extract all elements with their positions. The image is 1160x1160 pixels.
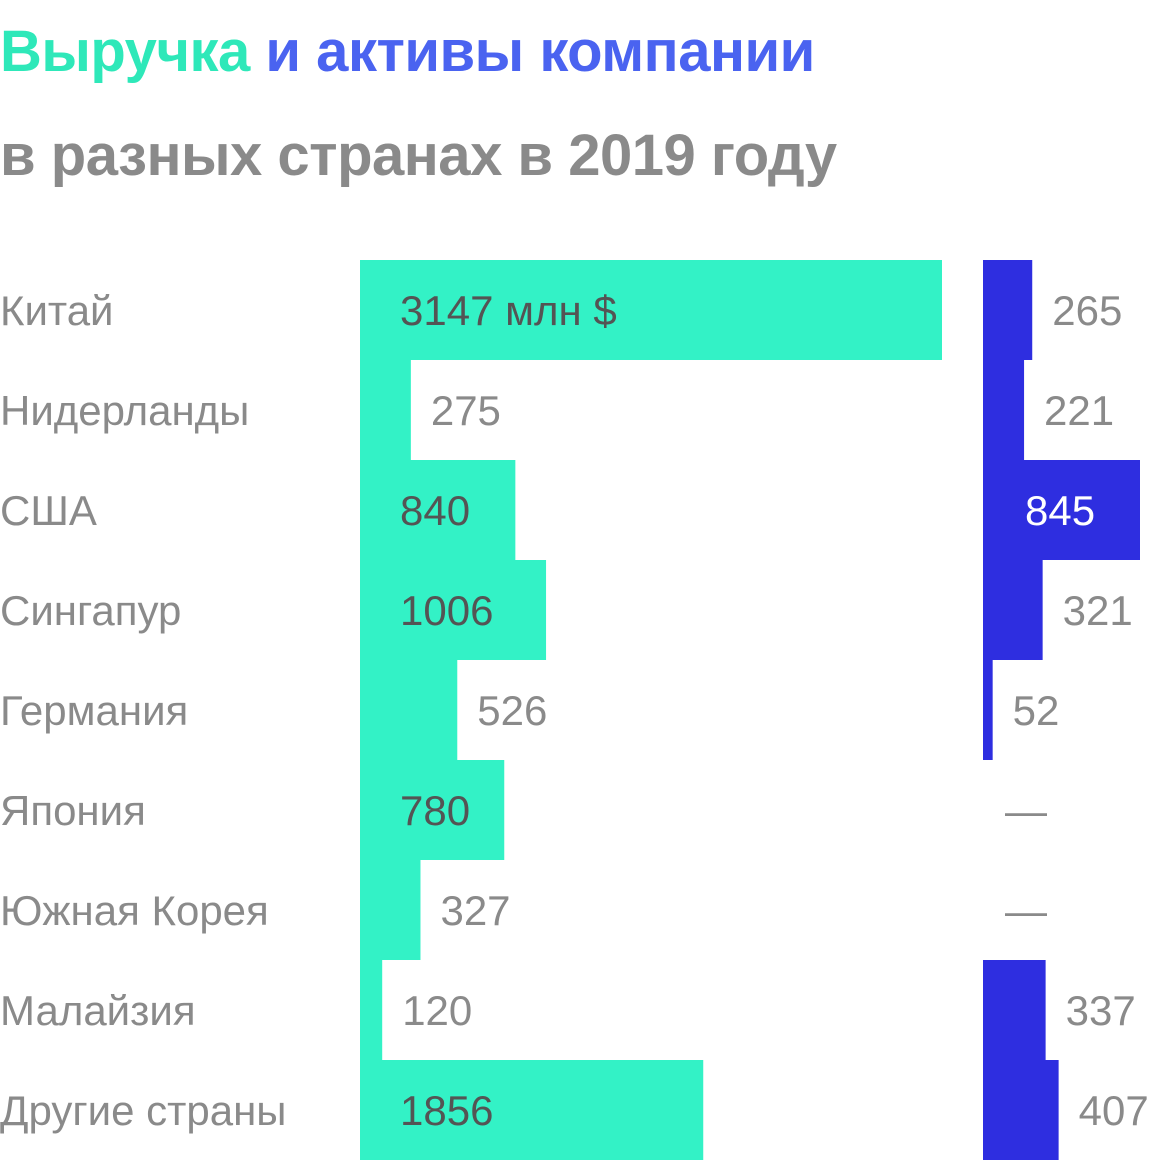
title-line-2: в разных странах в 2019 году [0,123,837,188]
revenue-value-label: 780 [400,787,470,834]
category-label: Сингапур [0,587,181,634]
assets-value-label: 321 [1063,587,1133,634]
revenue-bar [360,660,458,760]
assets-value-label: — [1005,787,1047,834]
assets-bar [983,660,993,760]
chart-title: Выручка и активы компании в разных стран… [0,0,1160,208]
assets-value-label: 265 [1052,287,1122,334]
revenue-value-label: 120 [402,987,472,1034]
category-label: Нидерланды [0,387,249,434]
revenue-bar [360,460,516,560]
assets-bar [983,1060,1059,1160]
assets-value-label: 221 [1044,387,1114,434]
title-revenue: Выручка [0,19,250,84]
title-assets: и активы компании [249,19,815,84]
revenue-bar [360,860,421,960]
assets-bar [983,560,1043,660]
assets-bar [983,960,1046,1060]
revenue-bar [360,360,411,460]
revenue-value-label: 840 [400,487,470,534]
revenue-value-label: 1856 [400,1087,493,1134]
revenue-bar [360,560,547,660]
assets-value-label: 407 [1079,1087,1149,1134]
category-label: Китай [0,287,114,334]
revenue-bar [360,1060,704,1160]
revenue-value-label: 275 [431,387,501,434]
revenue-bar [360,260,942,360]
title-line-1: Выручка и активы компании [0,0,1160,104]
revenue-value-label: 3147 млн $ [400,287,617,334]
assets-value-label: 845 [1025,487,1095,534]
assets-bar [983,260,1033,360]
category-label: Германия [0,687,188,734]
assets-bar [983,360,1025,460]
assets-value-label: 52 [1013,687,1060,734]
revenue-bar [360,960,383,1060]
revenue-bar [360,760,505,860]
category-label: Другие страны [0,1087,286,1134]
revenue-value-label: 327 [440,887,510,934]
category-label: Южная Корея [0,887,269,934]
revenue-value-label: 526 [477,687,547,734]
category-label: Малайзия [0,987,196,1034]
assets-value-label: 337 [1066,987,1136,1034]
category-label: США [0,487,97,534]
category-label: Япония [0,787,146,834]
assets-bar [983,460,1140,560]
assets-value-label: — [1005,887,1047,934]
revenue-value-label: 1006 [400,587,493,634]
